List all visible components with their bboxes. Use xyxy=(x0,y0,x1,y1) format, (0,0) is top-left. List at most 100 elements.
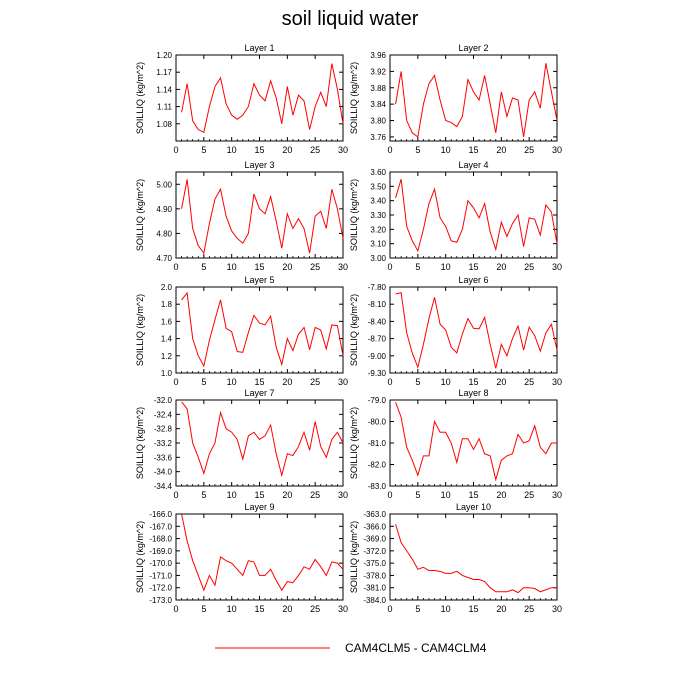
x-tick-label: 30 xyxy=(552,377,562,387)
plot-frame xyxy=(389,399,558,487)
panel-title: Layer 8 xyxy=(458,388,488,398)
x-tick-label: 25 xyxy=(524,604,534,614)
y-tick-label: -9.30 xyxy=(368,369,387,378)
x-tick-label: 5 xyxy=(201,377,206,387)
y-tick-label: 1.11 xyxy=(157,103,173,112)
y-tick-label: -170.0 xyxy=(149,559,172,568)
x-tick-label: 30 xyxy=(338,377,348,387)
series-line xyxy=(395,179,558,253)
y-tick-label: 1.2 xyxy=(161,352,173,361)
x-tick-label: 30 xyxy=(338,145,348,155)
plot-frame xyxy=(389,54,558,142)
x-tick-label: 0 xyxy=(173,490,178,500)
panel-layer-2: Layer 2 SOILLIQ (kg/m^2) 0 5 10 15 20 25 30 3.76 3… xyxy=(349,43,562,155)
y-tick-label: 1.4 xyxy=(161,335,173,344)
x-tick-label: 20 xyxy=(496,490,506,500)
panel-layer-9: Layer 9 SOILLIQ (kg/m^2) 0 5 10 15 20 25 30 -173.… xyxy=(135,502,348,614)
y-tick-label: -372.0 xyxy=(363,547,386,556)
y-tick-label: 3.40 xyxy=(370,197,386,206)
x-tick-label: 20 xyxy=(496,262,506,272)
x-tick-label: 5 xyxy=(415,490,420,500)
x-tick-label: 0 xyxy=(173,377,178,387)
x-tick-label: 20 xyxy=(282,604,292,614)
x-tick-label: 5 xyxy=(201,604,206,614)
x-tick-label: 25 xyxy=(524,145,534,155)
panel-title: Layer 10 xyxy=(456,502,491,512)
x-tick-label: 30 xyxy=(552,490,562,500)
x-tick-label: 5 xyxy=(201,490,206,500)
panel-layer-7: Layer 7 SOILLIQ (kg/m^2) 0 5 10 15 20 25 30 -34.4… xyxy=(135,388,348,500)
x-tick-label: 15 xyxy=(254,145,264,155)
y-tick-label: -8.70 xyxy=(368,335,387,344)
panel-layer-6: Layer 6 SOILLIQ (kg/m^2) 0 5 10 15 20 25 30 -9.30… xyxy=(349,275,562,387)
y-tick-label: -172.0 xyxy=(149,584,172,593)
x-tick-label: 5 xyxy=(415,262,420,272)
x-tick-label: 10 xyxy=(227,377,237,387)
panel-title: Layer 9 xyxy=(244,502,274,512)
x-tick-label: 15 xyxy=(468,490,478,500)
y-tick-label: 2.0 xyxy=(161,283,173,292)
y-tick-label: -375.0 xyxy=(363,559,386,568)
x-tick-label: 5 xyxy=(201,262,206,272)
x-tick-label: 20 xyxy=(282,490,292,500)
y-tick-label: 3.50 xyxy=(370,182,386,191)
y-tick-label: 3.80 xyxy=(370,117,386,126)
series-line xyxy=(395,401,557,482)
x-tick-label: 10 xyxy=(441,490,451,500)
y-axis-label: SOILLIQ (kg/m^2) xyxy=(349,62,359,134)
y-tick-label: 3.84 xyxy=(370,100,386,109)
x-tick-label: 10 xyxy=(227,604,237,614)
x-tick-label: 10 xyxy=(441,262,451,272)
series-line xyxy=(181,63,344,134)
series-line xyxy=(181,291,344,368)
y-tick-label: -378.0 xyxy=(363,571,386,580)
plot-frame xyxy=(389,513,558,601)
y-axis-label: SOILLIQ (kg/m^2) xyxy=(349,179,359,251)
y-tick-label: 1.08 xyxy=(156,120,172,129)
y-axis-label: SOILLIQ (kg/m^2) xyxy=(349,407,359,479)
y-tick-label: -34.4 xyxy=(154,482,173,491)
plot-frame xyxy=(175,399,344,487)
panel-title: Layer 1 xyxy=(244,43,274,53)
x-tick-label: 15 xyxy=(468,145,478,155)
x-tick-label: 0 xyxy=(387,145,392,155)
y-tick-label: 3.00 xyxy=(370,254,386,263)
y-tick-label: 1.6 xyxy=(161,317,173,326)
y-tick-label: -169.0 xyxy=(149,547,172,556)
x-tick-label: 20 xyxy=(496,604,506,614)
y-tick-label: 1.20 xyxy=(156,51,172,60)
y-tick-label: 3.20 xyxy=(370,225,386,234)
y-tick-label: 1.8 xyxy=(161,300,173,309)
series-line xyxy=(181,513,344,592)
y-tick-label: -9.00 xyxy=(368,352,387,361)
y-tick-label: -168.0 xyxy=(149,535,172,544)
y-tick-label: 1.0 xyxy=(161,369,173,378)
x-tick-label: 25 xyxy=(310,377,320,387)
y-tick-label: 5.00 xyxy=(156,180,172,189)
x-tick-label: 0 xyxy=(387,490,392,500)
panel-title: Layer 6 xyxy=(458,275,488,285)
x-tick-label: 20 xyxy=(282,262,292,272)
x-tick-label: 25 xyxy=(310,490,320,500)
y-tick-label: 3.88 xyxy=(370,84,386,93)
x-tick-label: 0 xyxy=(173,145,178,155)
series-line xyxy=(181,179,344,255)
y-axis-label: SOILLIQ (kg/m^2) xyxy=(135,521,145,593)
y-tick-label: -167.0 xyxy=(149,522,172,531)
series-line xyxy=(395,63,558,138)
panel-layer-10: Layer 10 SOILLIQ (kg/m^2) 0 5 10 15 20 25 30 -384… xyxy=(349,502,562,614)
x-tick-label: 0 xyxy=(173,262,178,272)
x-tick-label: 30 xyxy=(338,262,348,272)
panel-layer-5: Layer 5 SOILLIQ (kg/m^2) 0 5 10 15 20 25 30 1.0 1.… xyxy=(135,275,348,387)
y-tick-label: -363.0 xyxy=(363,510,386,519)
series-line xyxy=(395,524,557,594)
y-tick-label: -34.0 xyxy=(154,468,173,477)
x-tick-label: 25 xyxy=(524,490,534,500)
plot-frame xyxy=(175,54,344,142)
x-tick-label: 25 xyxy=(524,377,534,387)
x-tick-label: 10 xyxy=(227,145,237,155)
x-tick-label: 5 xyxy=(415,377,420,387)
y-tick-label: -33.2 xyxy=(154,439,173,448)
x-tick-label: 5 xyxy=(201,145,206,155)
